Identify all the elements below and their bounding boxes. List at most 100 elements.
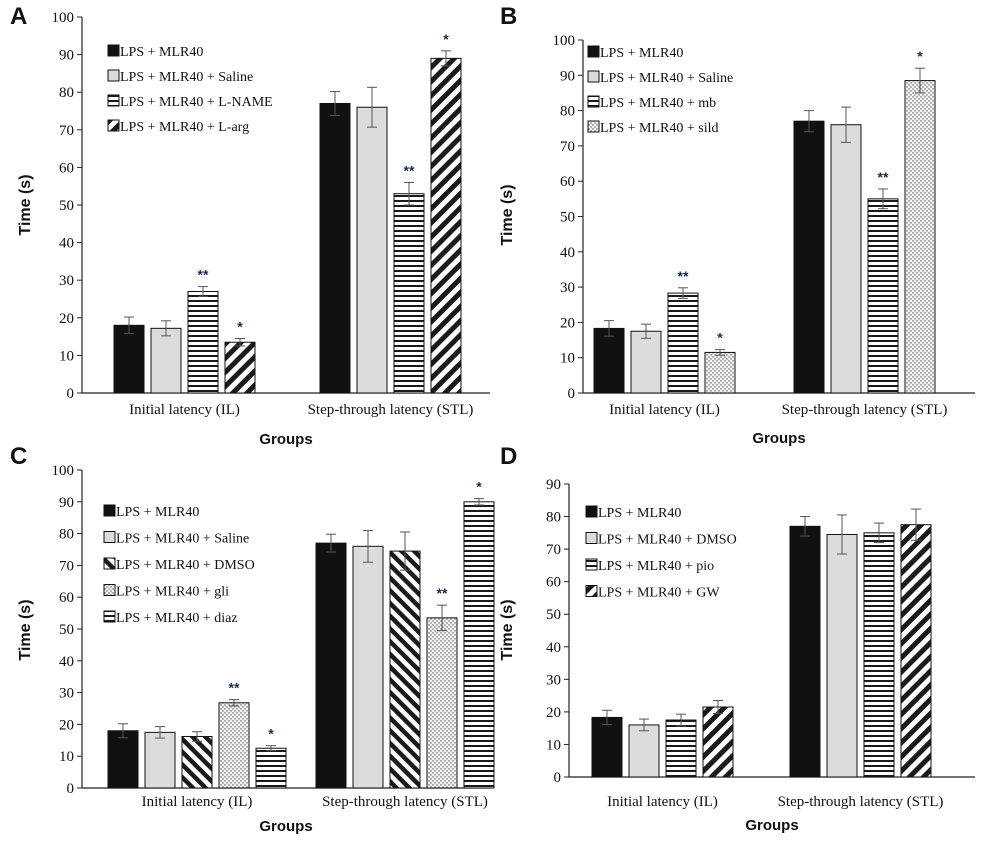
legend-swatch [107, 44, 120, 57]
y-tick-label: 100 [553, 33, 576, 49]
legend-swatch [587, 70, 600, 83]
y-tick-label: 40 [59, 236, 74, 252]
legend-swatch [103, 531, 116, 543]
panel-letter-b: B [500, 3, 517, 30]
legend-swatch [103, 584, 116, 596]
x-category-label: Initial latency (IL) [129, 402, 240, 418]
bar [389, 550, 421, 789]
bar [702, 706, 734, 778]
legend-label: LPS + MLR40 [116, 505, 199, 520]
significance-mark: ** [229, 680, 240, 696]
legend-swatch [585, 558, 598, 571]
bar [181, 735, 213, 789]
x-category-label: Step-through latency (STL) [308, 402, 474, 418]
bar [144, 731, 176, 789]
y-tick-label: 40 [59, 654, 74, 670]
bar [591, 716, 623, 778]
x-category-label: Initial latency (IL) [607, 794, 718, 810]
y-tick-label: 100 [52, 10, 75, 26]
significance-mark: ** [437, 585, 448, 601]
x-category-label: Step-through latency (STL) [778, 794, 944, 810]
legend-label: LPS + MLR40 + Saline [600, 71, 733, 86]
x-axis-label: Groups [745, 817, 798, 834]
bar [224, 341, 256, 394]
y-tick-label: 90 [546, 477, 561, 493]
y-tick-label: 60 [59, 160, 74, 176]
y-tick-label: 20 [59, 717, 74, 733]
legend: LPS + MLR40 LPS + MLR40 + Saline LPS + MLR… [103, 504, 255, 626]
y-tick-label: 10 [59, 749, 74, 765]
legend-swatch [587, 120, 600, 133]
legend-swatch [585, 505, 598, 518]
x-category-label: Step-through latency (STL) [322, 794, 488, 810]
legend-swatch [587, 45, 600, 58]
bar [863, 532, 895, 778]
bar [793, 120, 825, 394]
x-axis-label: Groups [259, 818, 312, 835]
bar [665, 719, 697, 778]
legend-swatch [107, 119, 120, 132]
y-tick-label: 0 [67, 781, 75, 797]
y-tick-label: 80 [59, 527, 74, 543]
y-tick-label: 10 [59, 348, 74, 364]
legend-label: LPS + MLR40 + DMSO [598, 533, 737, 548]
y-tick-label: 60 [546, 575, 561, 591]
bar [255, 747, 287, 789]
y-tick-label: 0 [554, 770, 562, 786]
y-tick-label: 20 [59, 311, 74, 327]
y-tick-label: 30 [560, 280, 575, 296]
y-tick-label: 30 [59, 273, 74, 289]
legend-swatch [107, 69, 120, 82]
y-tick-label: 10 [546, 737, 561, 753]
significance-mark: * [717, 330, 723, 346]
legend-swatch [587, 95, 600, 108]
significance-mark: * [476, 479, 482, 495]
y-tick-label: 90 [59, 495, 74, 511]
legend-label: LPS + MLR40 + GW [598, 586, 720, 601]
bar [430, 57, 462, 394]
significance-mark: ** [404, 162, 415, 178]
bar [187, 290, 219, 394]
y-tick-label: 60 [59, 590, 74, 606]
bar [315, 542, 347, 789]
y-tick-label: 70 [59, 123, 74, 139]
legend-label: LPS + MLR40 [600, 46, 683, 61]
legend: LPS + MLR40 LPS + MLR40 + Saline LPS + MLR… [587, 45, 733, 136]
bar [393, 193, 425, 394]
legend-label: LPS + MLR40 + gli [116, 585, 229, 600]
bar [107, 730, 139, 789]
bar [667, 292, 699, 394]
y-tick-label: 40 [546, 640, 561, 656]
y-tick-label: 50 [560, 210, 575, 226]
legend-swatch [103, 504, 116, 517]
y-tick-label: 80 [560, 104, 575, 120]
significance-mark: * [237, 318, 243, 334]
legend: LPS + MLR40 LPS + MLR40 + Saline LPS + MLR… [107, 44, 273, 135]
bar [150, 327, 182, 394]
bar [352, 545, 384, 789]
legend-swatch [103, 610, 116, 623]
y-tick-label: 30 [546, 672, 561, 688]
bar [904, 80, 936, 394]
significance-mark: * [443, 31, 449, 47]
y-tick-label: 20 [546, 705, 561, 721]
y-tick-label: 70 [546, 542, 561, 558]
y-tick-label: 50 [59, 622, 74, 638]
legend-swatch [585, 532, 598, 544]
y-axis-label: Time (s) [499, 599, 516, 660]
legend-label: LPS + MLR40 [598, 506, 681, 521]
bar [900, 524, 932, 778]
y-tick-label: 70 [560, 139, 575, 155]
y-tick-label: 80 [546, 510, 561, 526]
legend-label: LPS + MLR40 + diaz [116, 611, 238, 626]
x-category-label: Step-through latency (STL) [782, 402, 948, 418]
legend-label: LPS + MLR40 [120, 45, 203, 60]
legend-label: LPS + MLR40 + Saline [116, 532, 249, 547]
legend-label: LPS + MLR40 + mb [600, 96, 716, 111]
legend-label: LPS + MLR40 + sild [600, 121, 718, 136]
bar [463, 501, 495, 789]
bar [867, 198, 899, 394]
